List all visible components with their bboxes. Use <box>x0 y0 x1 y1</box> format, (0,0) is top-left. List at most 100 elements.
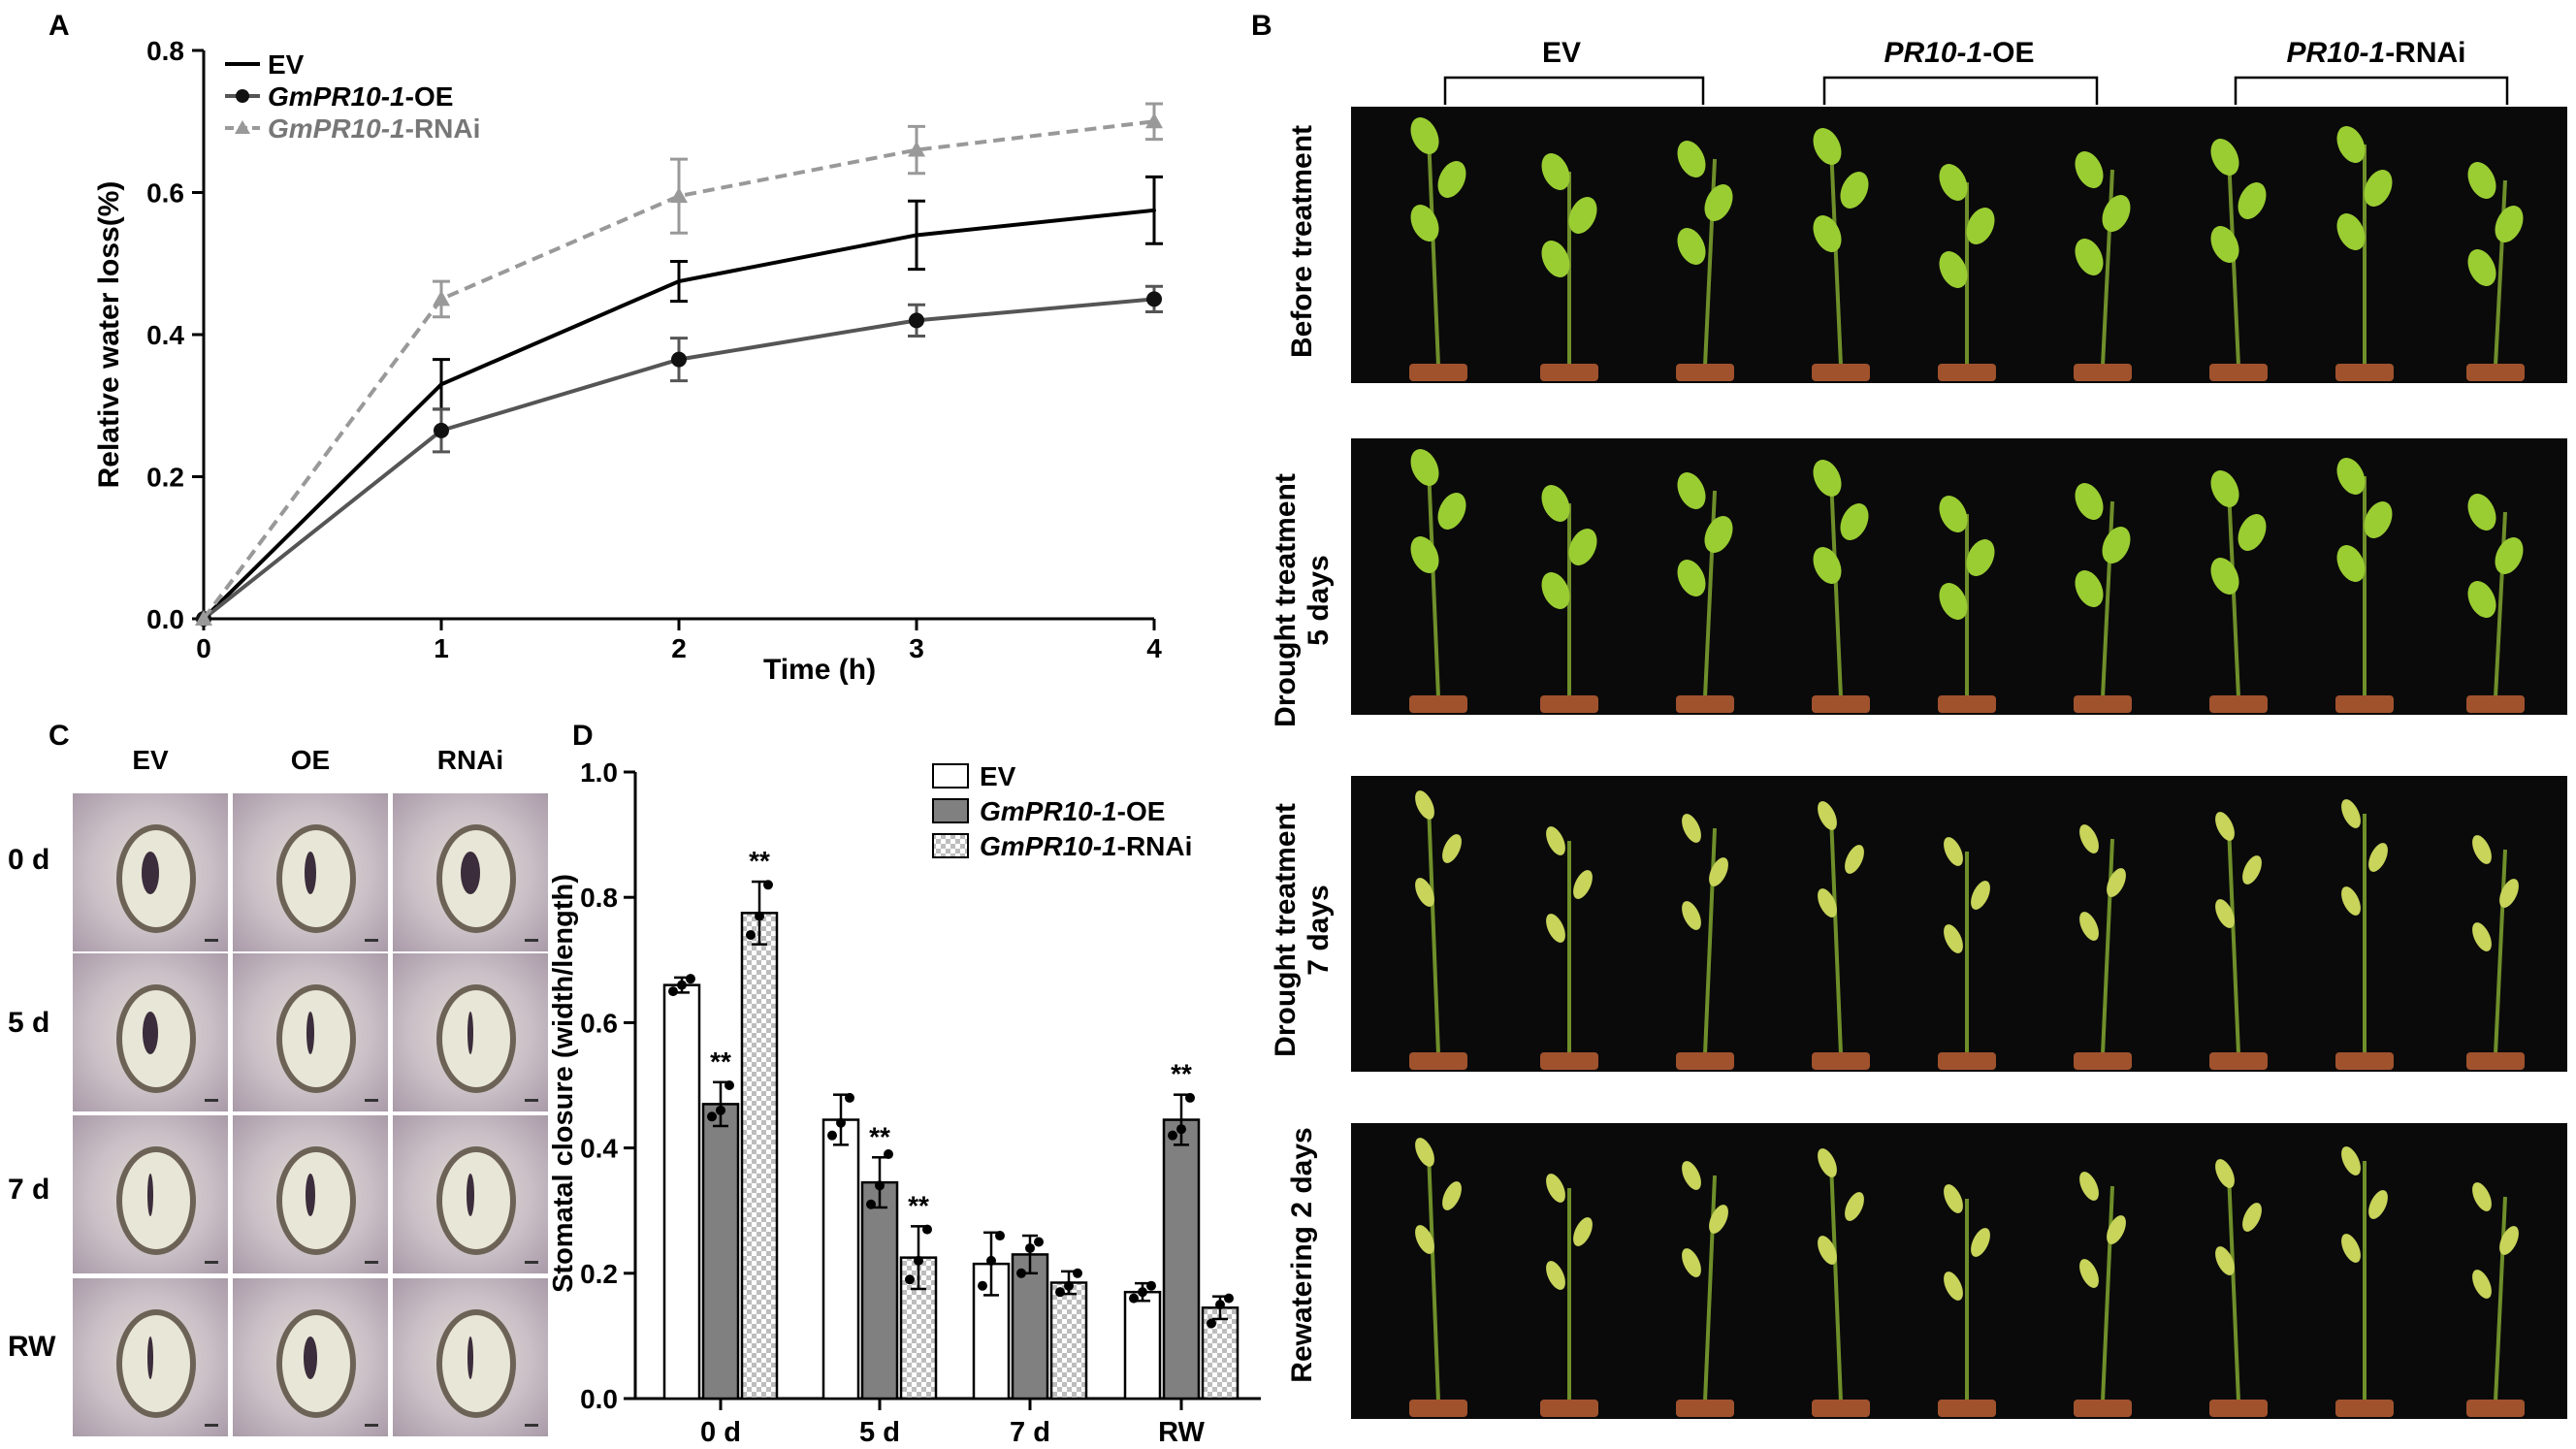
plant-photo <box>2466 494 2525 713</box>
plant-photo <box>1676 814 1734 1070</box>
plant-photo <box>2074 824 2132 1070</box>
d-data-point <box>995 1231 1005 1241</box>
d-bar <box>1123 1290 1162 1401</box>
a-y-axis-title: Relative water loss(%) <box>93 181 125 489</box>
d-data-point <box>707 1111 717 1122</box>
d-bar <box>740 912 779 1401</box>
a-x-tick-label: 2 <box>671 633 687 663</box>
scale-bar <box>205 1261 218 1264</box>
d-data-point <box>836 1117 846 1128</box>
d-significance-mark: ** <box>1171 1059 1192 1089</box>
plant-photo <box>1540 485 1598 713</box>
d-data-point <box>1224 1293 1234 1304</box>
plant-photo <box>1409 790 1467 1070</box>
a-point <box>671 351 687 368</box>
d-y-tick-label: 0.4 <box>580 1134 618 1164</box>
plant-photo <box>1938 837 1996 1070</box>
plant-photo <box>1938 496 1996 713</box>
a-point <box>670 187 688 204</box>
plant-photo <box>1409 449 1467 713</box>
d-data-point <box>875 1180 885 1191</box>
panel-label-d: D <box>572 720 594 752</box>
plant-photo <box>1676 472 1734 713</box>
stoma-micrograph <box>393 793 548 951</box>
d-legend-swatch <box>932 763 969 789</box>
a-series-0 <box>202 175 1163 621</box>
d-data-point <box>716 1105 725 1115</box>
d-data-point <box>677 980 687 990</box>
stomatal-closure-bar-chart: 0.0 0.2 0.4 0.6 0.8 1.0 Stomatal closure (widt… <box>548 757 1261 1448</box>
d-data-point <box>905 1274 915 1285</box>
d-legend-swatch <box>932 833 969 858</box>
column-label-ev: EV <box>132 745 169 775</box>
a-y-tick-label: 0.2 <box>146 463 184 493</box>
water-loss-line-chart: 0.0 0.2 0.4 0.6 0.8 0 1 2 3 4 Time (h) Relative wat… <box>93 36 1163 686</box>
d-data-point <box>1185 1092 1195 1103</box>
d-bar <box>1162 1118 1201 1401</box>
photo-row-before <box>1351 107 2567 383</box>
d-data-point <box>1146 1280 1156 1291</box>
scale-bar <box>525 1424 538 1427</box>
d-data-point <box>1016 1268 1026 1278</box>
scale-bar <box>205 1099 218 1102</box>
plant-photo <box>2209 1159 2268 1417</box>
plant-photo <box>1540 1174 1598 1417</box>
a-series-1 <box>196 284 1163 627</box>
a-point <box>908 141 925 157</box>
panel-label-c: C <box>48 720 70 752</box>
d-data-point <box>1034 1237 1044 1247</box>
d-data-point <box>755 911 764 921</box>
a-x-tick-label: 0 <box>196 633 211 663</box>
a-series-line <box>202 119 1155 621</box>
d-legend-label: GmPR10-1-RNAi <box>980 831 1192 861</box>
d-bar <box>860 1180 899 1401</box>
d-data-point <box>1168 1130 1177 1141</box>
d-data-point <box>1176 1124 1186 1135</box>
a-point <box>1145 113 1163 129</box>
photo-row-drought-7 <box>1351 776 2567 1072</box>
group-bracket <box>2234 76 2509 105</box>
column-label-oe: OE <box>290 745 331 775</box>
a-series-2 <box>195 102 1163 626</box>
d-y-tick-label: 0.6 <box>580 1008 618 1038</box>
plant-photo <box>1812 460 1870 713</box>
plant-photo <box>1938 1184 1996 1417</box>
column-label-rnai: RNAi <box>436 745 504 775</box>
a-point <box>909 312 924 329</box>
scale-bar <box>365 1099 378 1102</box>
a-legend-marker <box>235 120 250 134</box>
a-x-tick-label: 3 <box>909 633 924 663</box>
row-label-before: Before treatment <box>1286 124 1318 359</box>
plant-photo <box>1938 164 1996 381</box>
a-legend-marker <box>236 89 249 103</box>
a-y-tick-label: 0.8 <box>146 36 184 66</box>
d-y-tick-label: 0.2 <box>580 1259 618 1289</box>
stoma-micrograph <box>233 1278 388 1436</box>
plant-photo <box>1812 1148 1870 1417</box>
d-data-point <box>763 880 773 890</box>
d-data-point <box>746 929 756 940</box>
a-legend-label: EV <box>268 49 305 80</box>
scale-bar <box>205 1424 218 1427</box>
d-x-tick-label: 7 d <box>1010 1417 1050 1448</box>
d-data-point <box>724 1080 734 1090</box>
plant-photo <box>2209 470 2268 713</box>
a-x-axis-title: Time (h) <box>763 654 876 686</box>
plant-photo <box>1676 1161 1734 1417</box>
d-y-tick-label: 0.8 <box>580 883 618 913</box>
d-significance-mark: ** <box>710 1046 731 1077</box>
plant-photo <box>1540 826 1598 1070</box>
d-significance-mark: ** <box>869 1121 890 1151</box>
d-bar <box>1049 1281 1088 1401</box>
genotype-group-brackets <box>1443 76 2509 105</box>
d-data-point <box>884 1149 893 1160</box>
a-legend-label: GmPR10-1-RNAi <box>268 113 480 144</box>
plant-photo <box>1812 128 1870 381</box>
plant-photo <box>2074 1172 2132 1417</box>
plant-photo <box>2466 835 2525 1070</box>
row-label-rw: RW <box>8 1331 56 1363</box>
a-point <box>677 279 681 284</box>
d-legend-label: EV <box>980 761 1016 791</box>
a-legend-label: GmPR10-1-OE <box>268 81 453 112</box>
row-label-drought-7: Drought treatment 7 days <box>1270 803 1335 1057</box>
